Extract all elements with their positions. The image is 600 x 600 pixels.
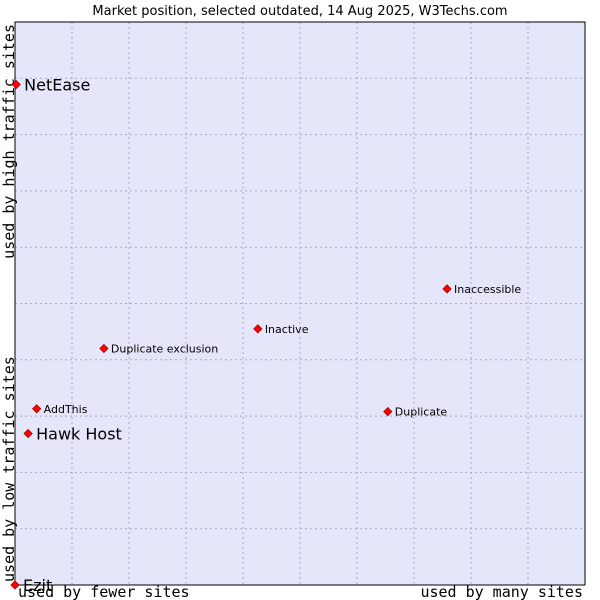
point-marker [32, 404, 42, 414]
data-point-inaccessible: Inaccessible [442, 283, 521, 296]
point-marker [10, 580, 20, 590]
chart-title: Market position, selected outdated, 14 A… [92, 4, 507, 19]
data-points: NetEase Inaccessible Inactive Duplicate exc… [10, 75, 521, 595]
x-axis-low-label: used by fewer sites [18, 583, 190, 600]
point-label: Hawk Host [36, 425, 122, 444]
y-axis-high-label: used by high traffic sites [0, 24, 18, 259]
data-point-duplicate-exclusion: Duplicate exclusion [99, 343, 218, 356]
point-label: Inaccessible [454, 283, 521, 296]
grid-lines [15, 22, 585, 585]
x-axis-high-label: used by many sites [420, 583, 583, 600]
data-point-addthis: AddThis [32, 403, 88, 416]
data-point-netease: NetEase [11, 75, 90, 94]
point-label: NetEase [24, 75, 90, 94]
data-point-ezit: Ezit [10, 576, 52, 595]
point-label: Inactive [265, 323, 309, 336]
point-label: AddThis [44, 403, 88, 416]
point-marker [442, 284, 452, 294]
point-marker [23, 428, 33, 439]
point-label: Duplicate exclusion [111, 343, 218, 356]
point-marker [99, 343, 109, 354]
y-axis-low-label: used by low traffic sites [0, 356, 18, 582]
data-point-duplicate: Duplicate [383, 406, 448, 419]
data-point-inactive: Inactive [253, 323, 309, 336]
point-marker [383, 406, 393, 417]
point-marker [253, 324, 263, 334]
point-marker [11, 79, 21, 90]
plot-frame [14, 21, 586, 586]
point-label: Duplicate [395, 406, 448, 419]
point-label: Ezit [23, 576, 52, 595]
data-point-hawk-host: Hawk Host [23, 425, 122, 444]
